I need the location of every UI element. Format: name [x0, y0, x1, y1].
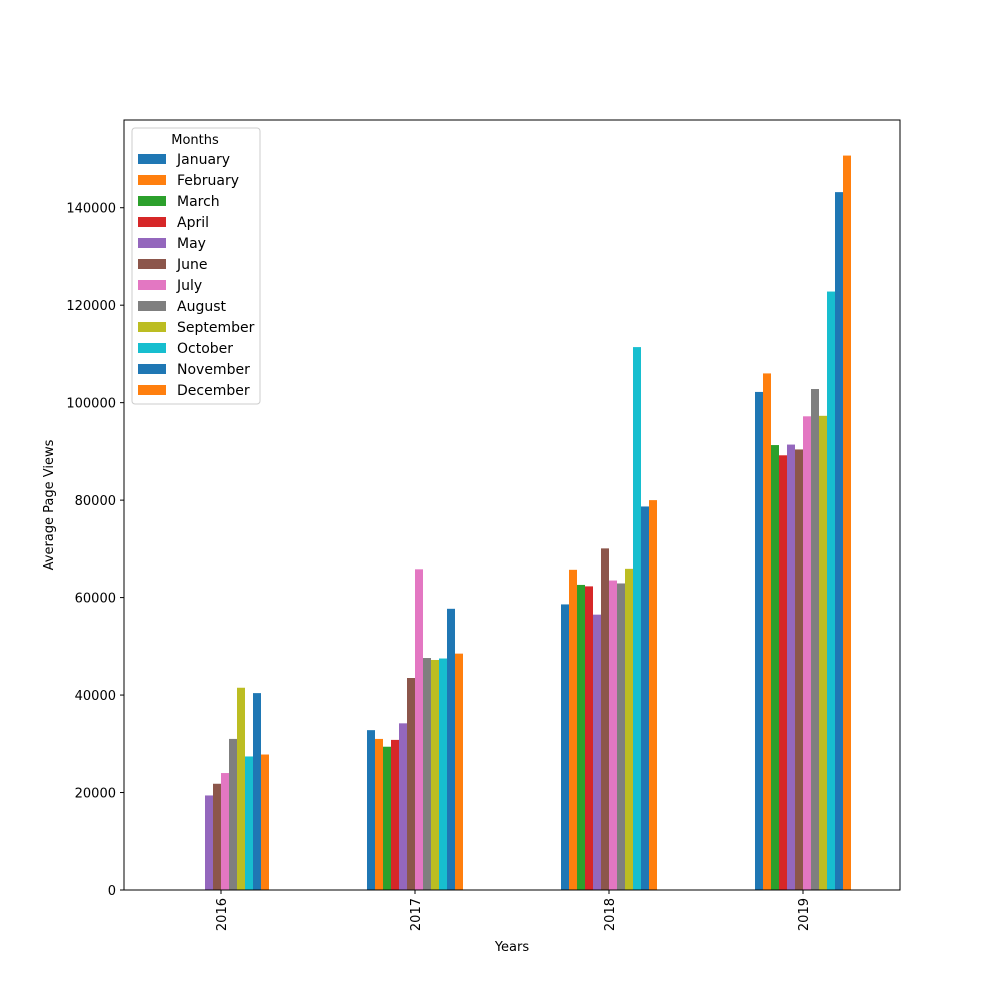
- bar-november-2019: [835, 192, 843, 890]
- legend-label-january: January: [176, 152, 230, 168]
- plot-frame: [123, 119, 901, 891]
- legend-label-may: May: [177, 236, 206, 252]
- legend-label-march: March: [177, 194, 220, 210]
- legend-swatch-november: [138, 364, 166, 374]
- legend-swatch-september: [138, 322, 166, 332]
- bar-may-2018: [593, 614, 601, 890]
- x-axis-ticks: 2016 2017 2018 2019: [215, 890, 812, 931]
- y-tick-label: 0: [108, 884, 116, 899]
- bar-april-2017: [391, 739, 399, 890]
- bar-august-2016: [229, 738, 237, 890]
- legend-label-september: September: [177, 320, 255, 336]
- bar-august-2019: [811, 389, 819, 890]
- legend-label-october: October: [177, 341, 233, 357]
- y-axis-label: Average Page Views: [42, 439, 57, 570]
- y-axis-ticks: 0 20000 40000 60000 80000 100000 120000 140000: [66, 202, 124, 899]
- legend-label-august: August: [177, 299, 227, 315]
- bar-december-2016: [261, 754, 269, 890]
- bar-june-2016: [213, 783, 221, 890]
- bar-september-2017: [431, 659, 439, 890]
- x-tick-label: 2019: [797, 898, 812, 931]
- legend-swatch-june: [138, 259, 166, 269]
- bar-november-2017: [447, 608, 455, 890]
- bar-december-2019: [843, 155, 851, 891]
- bar-september-2016: [237, 687, 245, 890]
- bar-july-2017: [415, 569, 423, 890]
- bar-october-2018: [633, 347, 641, 890]
- legend-swatch-october: [138, 343, 166, 353]
- y-tick-label: 120000: [66, 299, 116, 314]
- y-tick-label: 100000: [66, 397, 116, 412]
- y-tick-label: 20000: [75, 787, 116, 802]
- bars-group: [205, 155, 851, 891]
- bar-june-2019: [795, 449, 803, 890]
- bar-august-2018: [617, 583, 625, 890]
- x-tick-label: 2017: [409, 898, 424, 931]
- x-axis-label: Years: [494, 940, 530, 955]
- bar-august-2017: [423, 658, 431, 890]
- legend-swatch-july: [138, 280, 166, 290]
- bar-july-2019: [803, 416, 811, 890]
- bar-october-2017: [439, 658, 447, 890]
- legend-items: January February March April May June July Augu…: [138, 152, 255, 399]
- bar-may-2016: [205, 795, 213, 890]
- bar-january-2019: [755, 391, 763, 890]
- bar-may-2017: [399, 723, 407, 890]
- bar-february-2018: [569, 569, 577, 890]
- y-tick-label: 60000: [75, 592, 116, 607]
- bar-march-2017: [383, 746, 391, 890]
- y-tick-label: 80000: [75, 494, 116, 509]
- bar-november-2018: [641, 506, 649, 890]
- legend-swatch-january: [138, 154, 166, 164]
- legend-swatch-may: [138, 238, 166, 248]
- bar-february-2017: [375, 738, 383, 890]
- bar-july-2018: [609, 580, 617, 890]
- x-tick-label: 2016: [215, 898, 230, 931]
- legend: Months JanuaryFebruaryMarchAprilMayJuneJ…: [131, 127, 261, 405]
- bar-march-2018: [577, 584, 585, 890]
- bar-october-2019: [827, 291, 835, 890]
- legend-swatch-april: [138, 217, 166, 227]
- bar-october-2016: [245, 756, 253, 890]
- bar-june-2017: [407, 678, 415, 890]
- legend-label-july: July: [176, 278, 202, 294]
- bar-december-2017: [455, 653, 463, 890]
- y-tick-label: 140000: [66, 202, 116, 217]
- bar-may-2019: [787, 444, 795, 890]
- bar-june-2018: [601, 548, 609, 890]
- bar-september-2019: [819, 415, 827, 890]
- bar-november-2016: [253, 693, 261, 890]
- bar-january-2018: [561, 604, 569, 890]
- bar-december-2018: [649, 500, 657, 890]
- bar-april-2019: [779, 455, 787, 890]
- legend-label-april: April: [177, 215, 209, 231]
- legend-label-december: December: [177, 383, 250, 399]
- legend-swatch-march: [138, 196, 166, 206]
- bar-september-2018: [625, 568, 633, 890]
- y-tick-label: 40000: [75, 689, 116, 704]
- legend-label-november: November: [177, 362, 250, 378]
- legend-swatch-february: [138, 175, 166, 185]
- legend-swatch-august: [138, 301, 166, 311]
- legend-label-june: June: [176, 257, 208, 273]
- bar-march-2019: [771, 445, 779, 890]
- bar-july-2016: [221, 773, 229, 890]
- bar-february-2019: [763, 373, 771, 890]
- legend-swatch-december: [138, 385, 166, 395]
- legend-label-february: February: [177, 173, 239, 189]
- bar-april-2018: [585, 586, 593, 890]
- legend-title: Months: [171, 133, 219, 148]
- bar-january-2017: [367, 730, 375, 890]
- x-tick-label: 2018: [603, 898, 618, 931]
